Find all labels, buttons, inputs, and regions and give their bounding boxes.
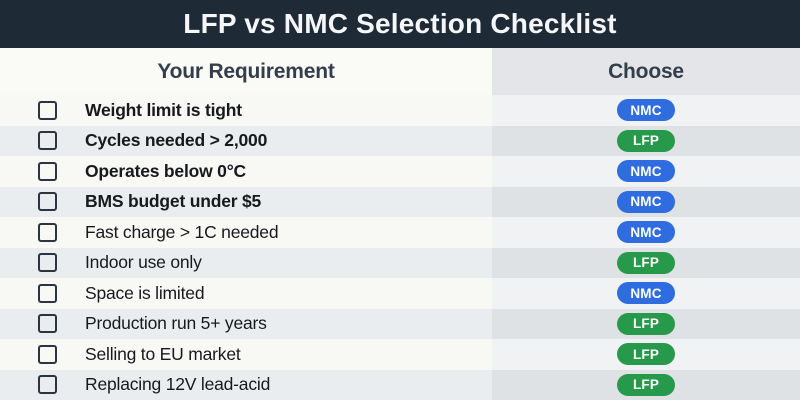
requirement-label: Cycles needed > 2,000 bbox=[85, 130, 268, 151]
choose-cell: LFP bbox=[492, 369, 800, 400]
title-bar: LFP vs NMC Selection Checklist bbox=[0, 0, 800, 48]
requirement-cell: Replacing 12V lead-acid bbox=[0, 369, 492, 400]
row-checkbox[interactable] bbox=[38, 375, 57, 395]
requirement-cell: Fast charge > 1C needed bbox=[0, 217, 492, 248]
choose-cell: LFP bbox=[492, 247, 800, 278]
choice-badge: NMC bbox=[617, 190, 675, 213]
table-header: Your Requirement Choose bbox=[0, 48, 800, 95]
choice-badge: NMC bbox=[617, 160, 675, 183]
table-row: Weight limit is tight NMC bbox=[0, 95, 800, 126]
row-checkbox[interactable] bbox=[38, 314, 57, 334]
table-row: Fast charge > 1C needed NMC bbox=[0, 217, 800, 248]
table-row: Cycles needed > 2,000 LFP bbox=[0, 125, 800, 156]
column-header-requirement: Your Requirement bbox=[157, 59, 335, 83]
requirement-cell: Space is limited bbox=[0, 278, 492, 309]
row-checkbox[interactable] bbox=[38, 131, 57, 151]
requirement-cell: Weight limit is tight bbox=[0, 95, 492, 126]
choice-badge: NMC bbox=[617, 282, 675, 305]
requirement-cell: Operates below 0°C bbox=[0, 156, 492, 187]
page-title: LFP vs NMC Selection Checklist bbox=[183, 8, 617, 39]
table-row: BMS budget under $5 NMC bbox=[0, 186, 800, 217]
table-row: Selling to EU market LFP bbox=[0, 339, 800, 370]
requirement-cell: Selling to EU market bbox=[0, 339, 492, 370]
row-checkbox[interactable] bbox=[38, 344, 57, 364]
choose-cell: LFP bbox=[492, 308, 800, 339]
checklist-rows: Weight limit is tight NMC Cycles needed … bbox=[0, 95, 800, 400]
requirement-cell: Indoor use only bbox=[0, 247, 492, 278]
choose-cell: NMC bbox=[492, 186, 800, 217]
table-row: Space is limited NMC bbox=[0, 278, 800, 309]
requirement-cell: Cycles needed > 2,000 bbox=[0, 125, 492, 156]
choose-cell: NMC bbox=[492, 278, 800, 309]
row-checkbox[interactable] bbox=[38, 283, 57, 303]
row-checkbox[interactable] bbox=[38, 192, 57, 212]
choose-cell: NMC bbox=[492, 217, 800, 248]
choose-cell: LFP bbox=[492, 125, 800, 156]
requirement-cell: BMS budget under $5 bbox=[0, 186, 492, 217]
requirement-label: Replacing 12V lead-acid bbox=[85, 374, 271, 395]
column-header-choose-cell: Choose bbox=[492, 48, 800, 95]
requirement-label: Space is limited bbox=[85, 282, 205, 303]
requirement-label: Indoor use only bbox=[85, 252, 202, 273]
choice-badge: LFP bbox=[617, 251, 675, 274]
table-row: Replacing 12V lead-acid LFP bbox=[0, 369, 800, 400]
requirement-label: BMS budget under $5 bbox=[85, 191, 262, 212]
table-row: Operates below 0°C NMC bbox=[0, 156, 800, 187]
column-header-requirement-cell: Your Requirement bbox=[0, 48, 492, 95]
column-header-choose: Choose bbox=[608, 59, 684, 83]
choice-badge: LFP bbox=[617, 129, 675, 152]
table-row: Indoor use only LFP bbox=[0, 247, 800, 278]
requirement-label: Weight limit is tight bbox=[85, 99, 242, 120]
choose-cell: LFP bbox=[492, 339, 800, 370]
requirement-label: Production run 5+ years bbox=[85, 313, 267, 334]
requirement-cell: Production run 5+ years bbox=[0, 308, 492, 339]
choose-cell: NMC bbox=[492, 95, 800, 126]
choice-badge: LFP bbox=[617, 373, 675, 396]
choice-badge: NMC bbox=[617, 99, 675, 122]
choice-badge: LFP bbox=[617, 343, 675, 366]
choice-badge: LFP bbox=[617, 312, 675, 335]
requirement-label: Operates below 0°C bbox=[85, 160, 246, 181]
row-checkbox[interactable] bbox=[38, 100, 57, 120]
requirement-label: Fast charge > 1C needed bbox=[85, 221, 279, 242]
row-checkbox[interactable] bbox=[38, 161, 57, 181]
requirement-label: Selling to EU market bbox=[85, 343, 241, 364]
choice-badge: NMC bbox=[617, 221, 675, 244]
row-checkbox[interactable] bbox=[38, 222, 57, 242]
row-checkbox[interactable] bbox=[38, 253, 57, 273]
table-row: Production run 5+ years LFP bbox=[0, 308, 800, 339]
choose-cell: NMC bbox=[492, 156, 800, 187]
